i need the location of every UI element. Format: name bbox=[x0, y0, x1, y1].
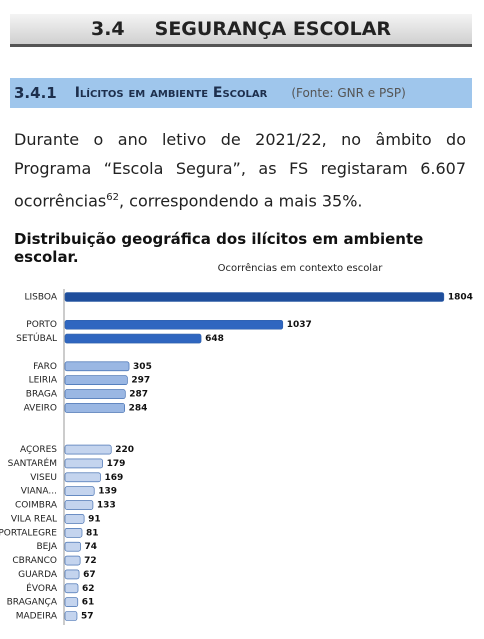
chart: Ocorrências em contexto escolar LISBOA 18… bbox=[0, 262, 473, 626]
value-label: 179 bbox=[107, 459, 126, 469]
bar bbox=[64, 527, 83, 538]
header-number: 3.4 bbox=[90, 18, 125, 40]
category-label: MADEIRA bbox=[16, 612, 58, 622]
bar bbox=[64, 514, 85, 524]
bar bbox=[64, 555, 81, 566]
value-label: 67 bbox=[83, 570, 96, 580]
category-label: BRAGA bbox=[26, 390, 58, 400]
value-label: 220 bbox=[115, 445, 134, 455]
category-label: GUARDA bbox=[18, 570, 58, 580]
bar bbox=[64, 375, 128, 386]
bar bbox=[64, 569, 80, 580]
bar bbox=[64, 333, 202, 344]
value-label: 297 bbox=[131, 376, 150, 386]
paragraph-end: , correspondendo a mais 35%. bbox=[119, 191, 363, 211]
value-label: 1037 bbox=[287, 320, 312, 330]
header: 3.4 SEGURANÇA ESCOLAR bbox=[10, 14, 472, 47]
category-label: FARO bbox=[33, 362, 57, 372]
bar bbox=[64, 583, 79, 594]
value-label: 139 bbox=[98, 487, 117, 497]
category-label: PORTALEGRE bbox=[0, 528, 57, 538]
value-label: 81 bbox=[86, 528, 99, 538]
footnote-ref: 62 bbox=[106, 192, 119, 203]
paragraph-text: Durante o ano letivo de 2021/22, no âmbi… bbox=[14, 130, 466, 211]
category-label: COIMBRA bbox=[15, 501, 58, 511]
bar bbox=[64, 319, 284, 330]
value-label: 287 bbox=[129, 390, 148, 400]
bar bbox=[64, 361, 130, 372]
bar bbox=[64, 458, 103, 469]
value-label: 648 bbox=[205, 334, 224, 344]
value-label: 91 bbox=[88, 514, 101, 524]
paragraph: Durante o ano letivo de 2021/22, no âmbi… bbox=[14, 125, 466, 215]
value-label: 305 bbox=[133, 362, 152, 372]
bar bbox=[64, 500, 94, 510]
bar bbox=[64, 403, 125, 413]
value-label: 57 bbox=[81, 612, 94, 622]
bar bbox=[64, 486, 95, 496]
header-title: SEGURANÇA ESCOLAR bbox=[154, 18, 392, 40]
section-title: Ilícitos em ambiente Escolar bbox=[74, 85, 268, 101]
category-label: VILA REAL bbox=[11, 514, 57, 524]
bar bbox=[64, 597, 79, 607]
section-source: (Fonte: GNR e PSP) bbox=[291, 86, 406, 100]
bar bbox=[64, 292, 445, 302]
bar bbox=[64, 611, 78, 621]
value-label: 284 bbox=[129, 403, 148, 413]
category-label: AÇORES bbox=[20, 445, 57, 455]
category-label: LEIRIA bbox=[29, 376, 58, 386]
value-label: 62 bbox=[82, 584, 95, 594]
value-label: 1804 bbox=[448, 293, 473, 303]
category-label: BRAGANÇA bbox=[7, 598, 58, 608]
category-label: VISEU bbox=[30, 473, 57, 483]
bar bbox=[64, 389, 126, 399]
bar bbox=[64, 472, 101, 483]
value-label: 133 bbox=[97, 501, 116, 511]
category-label: AVEIRO bbox=[24, 403, 57, 413]
bar bbox=[64, 541, 81, 552]
chart-heading: Distribuição geográfica dos ilícitos em … bbox=[14, 230, 424, 266]
section-bar: 3.4.1 Ilícitos em ambiente Escolar (Font… bbox=[10, 78, 472, 108]
category-label: LISBOA bbox=[25, 293, 58, 303]
section-number: 3.4.1 bbox=[14, 84, 57, 102]
value-label: 72 bbox=[84, 556, 97, 566]
category-label: VIANA... bbox=[21, 487, 57, 497]
value-label: 61 bbox=[82, 598, 95, 608]
category-label: PORTO bbox=[26, 320, 57, 330]
category-label: BEJA bbox=[36, 542, 57, 552]
category-label: ÉVORA bbox=[26, 582, 58, 594]
chart-title: Ocorrências em contexto escolar bbox=[218, 262, 384, 274]
category-label: SETÚBAL bbox=[16, 332, 57, 344]
value-label: 74 bbox=[85, 542, 98, 552]
bar bbox=[64, 444, 112, 455]
category-label: SANTARÉM bbox=[8, 457, 57, 469]
value-label: 169 bbox=[104, 473, 123, 483]
category-label: CBRANCO bbox=[12, 556, 57, 566]
